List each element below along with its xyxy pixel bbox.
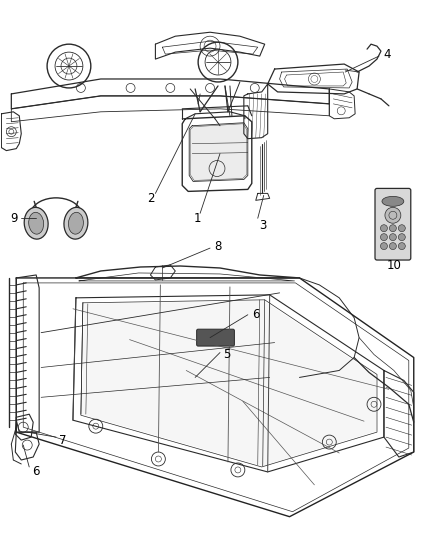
Ellipse shape [68,212,83,234]
Ellipse shape [28,212,44,234]
Text: 9: 9 [11,212,18,225]
Circle shape [381,233,388,240]
Text: 6: 6 [252,308,260,321]
Text: 2: 2 [147,192,154,205]
Text: 3: 3 [259,219,266,232]
Ellipse shape [382,196,404,206]
Circle shape [389,243,396,249]
Circle shape [398,243,405,249]
Circle shape [381,243,388,249]
Text: 7: 7 [59,433,67,447]
Circle shape [381,225,388,232]
Circle shape [398,225,405,232]
Text: 10: 10 [386,259,401,271]
Text: 4: 4 [383,47,391,61]
FancyBboxPatch shape [375,188,411,260]
Polygon shape [190,124,247,181]
Text: 6: 6 [32,465,40,479]
Text: 5: 5 [223,348,231,361]
Text: 1: 1 [194,212,201,225]
Ellipse shape [24,207,48,239]
Circle shape [385,207,401,223]
Circle shape [389,233,396,240]
Polygon shape [82,301,376,466]
FancyBboxPatch shape [197,329,234,346]
Circle shape [398,233,405,240]
Text: 8: 8 [214,240,222,253]
Circle shape [389,225,396,232]
Ellipse shape [64,207,88,239]
